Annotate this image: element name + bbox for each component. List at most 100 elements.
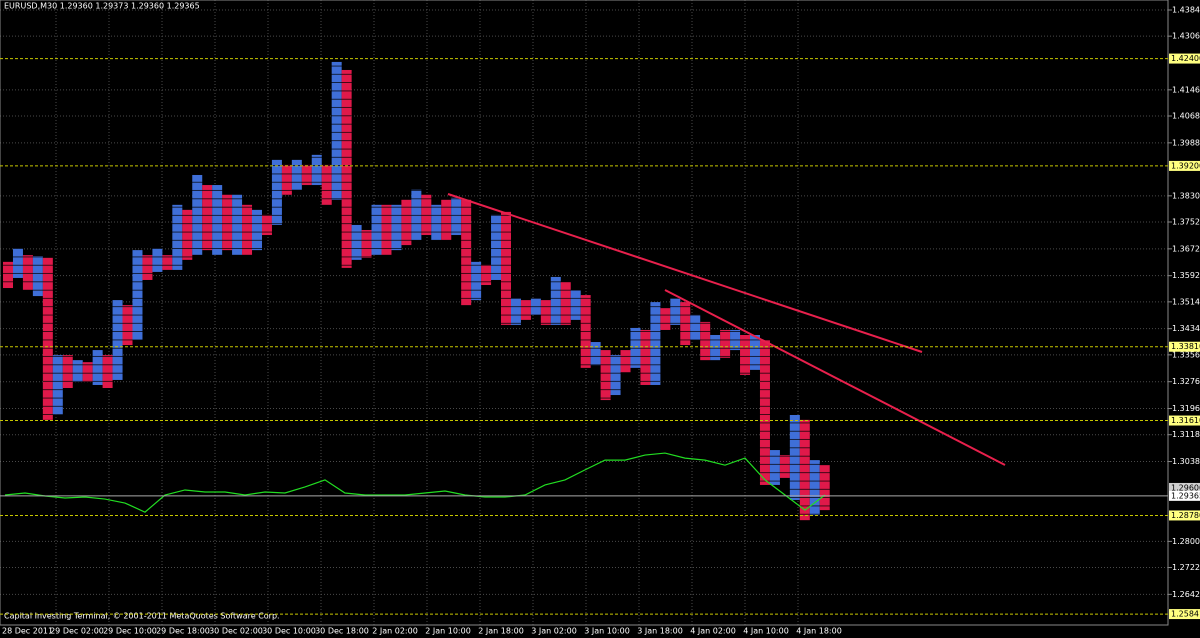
- box-column: [451, 197, 462, 236]
- box-column: [192, 174, 203, 255]
- box-column: [590, 342, 601, 366]
- x-tick-label: 4 Jan 10:00: [743, 627, 789, 636]
- level-label-bg: [1169, 510, 1200, 521]
- box-column: [600, 350, 611, 401]
- box-column: [3, 261, 13, 289]
- y-tick-label: 1.31968: [1172, 404, 1200, 413]
- box-column: [291, 159, 302, 190]
- level-label: 1.42400: [1171, 54, 1200, 63]
- bid-label: 1.29365: [1171, 491, 1200, 500]
- box-column: [630, 327, 641, 368]
- box-column: [172, 204, 183, 270]
- marker-label-bg: [1169, 482, 1200, 493]
- box-column: [381, 204, 392, 255]
- box-column: [162, 255, 173, 270]
- box-column: [759, 340, 770, 485]
- box-column: [321, 164, 332, 205]
- box-column: [481, 264, 492, 286]
- box-column: [520, 300, 531, 320]
- box-column: [132, 250, 143, 341]
- box-column: [212, 185, 223, 255]
- box-column: [311, 154, 322, 186]
- box-column: [271, 159, 282, 225]
- x-tick-label: 28 Dec 2011: [2, 627, 53, 636]
- y-tick-label: 1.26428: [1172, 590, 1200, 599]
- marks: [3, 61, 830, 521]
- box-column: [690, 314, 701, 341]
- x-tick-label: 29 Dec 02:00: [50, 627, 104, 636]
- y-tick-label: 1.32768: [1172, 377, 1200, 386]
- box-column: [670, 298, 681, 325]
- box-column: [72, 360, 83, 382]
- x-tick-label: 4 Jan 18:00: [796, 627, 842, 636]
- box-column: [341, 69, 352, 268]
- y-tick-label: 1.28008: [1172, 537, 1200, 546]
- bid-label-bg: [1169, 490, 1200, 501]
- box-column: [202, 185, 213, 251]
- box-column: [471, 261, 482, 301]
- y-tick-label: 1.38308: [1172, 191, 1200, 200]
- x-tick-label: 29 Dec 10:00: [103, 627, 157, 636]
- box-column: [650, 302, 661, 385]
- box-column: [560, 281, 571, 325]
- x-tick-label: 29 Dec 18:00: [156, 627, 210, 636]
- x-tick-label: 4 Jan 02:00: [690, 627, 736, 636]
- y-tick-label: 1.43848: [1172, 5, 1200, 14]
- level-label-bg: [1169, 160, 1200, 171]
- x-tick-label: 3 Jan 02:00: [531, 627, 577, 636]
- copyright: Capital Investing Terminal, © 2001-2011 …: [4, 612, 280, 621]
- box-column: [222, 194, 233, 251]
- level-label: 1.39200: [1171, 161, 1200, 170]
- box-column: [242, 204, 253, 255]
- x-tick-label: 30 Dec 10:00: [262, 627, 316, 636]
- box-column: [700, 321, 711, 361]
- y-tick-label: 1.30388: [1172, 457, 1200, 466]
- box-column: [769, 450, 780, 485]
- box-column: [750, 334, 760, 370]
- trend-line: [664, 289, 1006, 466]
- box-column: [331, 61, 342, 200]
- plot-frame: [0, 0, 1169, 626]
- box-column: [92, 350, 103, 385]
- box-column: [102, 355, 113, 388]
- box-column: [232, 194, 243, 255]
- level-label-bg: [1169, 53, 1200, 64]
- box-column: [501, 211, 511, 325]
- box-column: [510, 298, 521, 325]
- box-column: [640, 329, 651, 385]
- box-column: [819, 465, 830, 511]
- y-tick-label: 1.33568: [1172, 350, 1200, 359]
- box-column: [401, 199, 412, 246]
- box-column: [779, 455, 790, 478]
- y-tick-label: 1.35148: [1172, 297, 1200, 306]
- box-column: [799, 419, 810, 521]
- level-label-bg: [1169, 341, 1200, 352]
- x-tick-label: 2 Jan 02:00: [372, 627, 418, 636]
- box-column: [461, 199, 472, 306]
- box-column: [740, 334, 751, 375]
- box-column: [12, 248, 23, 278]
- level-label: 1.28780: [1171, 511, 1200, 520]
- box-column: [182, 209, 193, 260]
- box-column: [122, 305, 133, 346]
- box-column: [361, 229, 372, 258]
- box-column: [431, 204, 442, 241]
- box-column: [301, 164, 312, 186]
- box-column: [22, 255, 33, 291]
- box-column: [710, 334, 721, 361]
- y-tick-label: 1.40688: [1172, 112, 1200, 121]
- box-column: [530, 298, 541, 315]
- y-tick-label: 1.27228: [1172, 563, 1200, 572]
- y-tick-label: 1.34348: [1172, 324, 1200, 333]
- box-column: [789, 414, 800, 501]
- x-tick-label: 30 Dec 18:00: [315, 627, 369, 636]
- y-tick-label: 1.43068: [1172, 32, 1200, 41]
- box-column: [281, 164, 292, 195]
- box-column: [570, 290, 581, 320]
- box-column: [32, 256, 43, 297]
- y-tick-label: 1.31188: [1172, 430, 1200, 439]
- box-column: [42, 257, 53, 420]
